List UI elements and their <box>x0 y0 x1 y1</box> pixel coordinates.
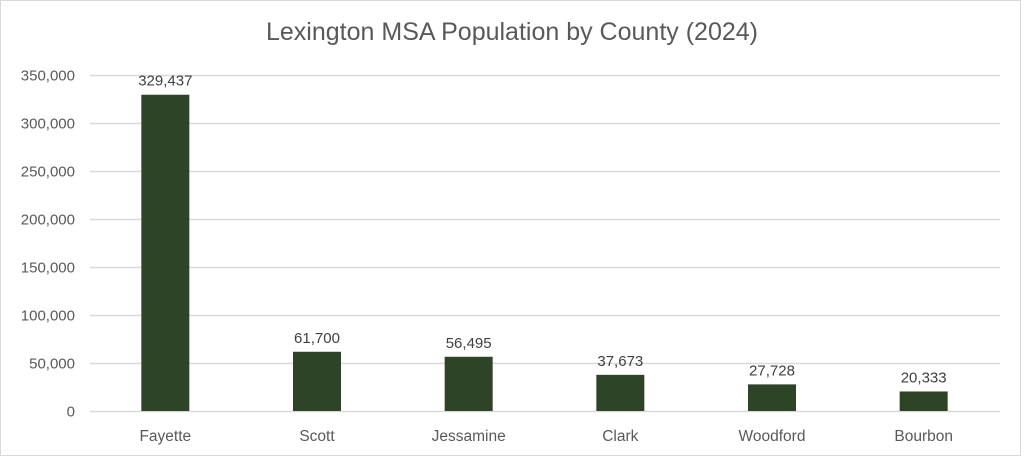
bar-clark <box>596 374 645 411</box>
bar-jessamine <box>444 356 493 411</box>
bars <box>141 94 948 411</box>
y-tick-label: 350,000 <box>21 68 75 85</box>
data-label: 20,333 <box>901 369 947 386</box>
y-tick-label: 50,000 <box>29 356 75 373</box>
data-label: 56,495 <box>446 335 492 352</box>
bar-bourbon <box>899 391 948 411</box>
x-tick-label: Bourbon <box>894 428 953 445</box>
y-tick-label: 200,000 <box>21 212 75 229</box>
data-label: 329,437 <box>138 73 192 90</box>
x-axis-labels: Fayette Scott Jessamine Clark Woodford Bourbo… <box>139 428 952 445</box>
y-tick-label: 250,000 <box>21 164 75 181</box>
x-tick-label: Jessamine <box>432 428 506 445</box>
bar-scott <box>293 351 341 411</box>
y-tick-label: 0 <box>67 404 75 421</box>
gridlines <box>90 74 1000 413</box>
data-label: 27,728 <box>749 362 795 379</box>
y-axis-ticks: 0 50,000 100,000 150,000 200,000 250,000 300,0… <box>21 68 75 421</box>
bar-woodford <box>748 384 796 411</box>
x-tick-label: Woodford <box>739 428 806 445</box>
chart-title: Lexington MSA Population by County (2024… <box>266 18 758 46</box>
x-tick-label: Scott <box>299 428 335 445</box>
y-tick-label: 100,000 <box>21 308 75 325</box>
data-labels: 329,437 61,700 56,495 37,673 27,728 20,333 <box>138 73 946 387</box>
x-tick-label: Fayette <box>139 428 191 445</box>
y-tick-label: 300,000 <box>21 116 75 133</box>
data-label: 61,700 <box>294 330 340 347</box>
x-tick-label: Clark <box>602 428 638 445</box>
bar-fayette <box>141 94 190 411</box>
y-tick-label: 150,000 <box>21 260 75 277</box>
data-label: 37,673 <box>597 353 643 370</box>
